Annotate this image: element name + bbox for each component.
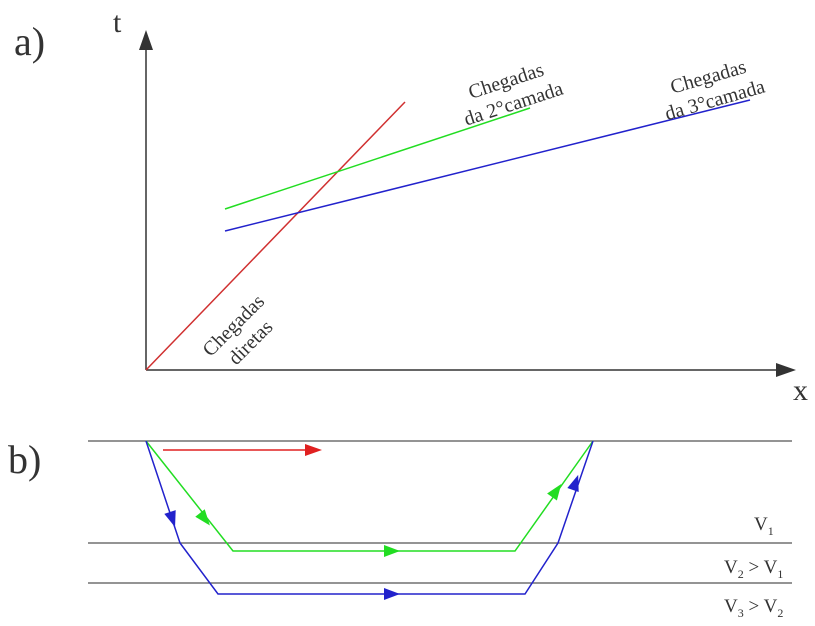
layer2-arrivals-line [224, 107, 531, 210]
layer3-horizontal-arrowhead [384, 588, 400, 600]
direct-wave-arrowhead [305, 444, 322, 456]
layer2-arrivals-label: Chegadas da 2°camada [461, 59, 566, 131]
layer3-arrivals-label: Chegadas da 3°camada [662, 56, 767, 125]
layer3-up-arrowhead [567, 474, 579, 492]
x-axis-arrowhead [776, 363, 796, 377]
t-axis-arrowhead [139, 30, 153, 50]
layer2-horizontal-arrowhead [384, 545, 400, 557]
layer-v2-label: V2 > V1 [724, 557, 783, 581]
layer-v3-label: V3 > V2 [724, 596, 783, 620]
layer2-up-arrowhead [547, 483, 562, 501]
layer2-down-arrowhead [195, 509, 210, 526]
layer2-ray-path [145, 440, 594, 552]
x-axis-label: x [793, 374, 808, 407]
direct-arrivals-line [145, 101, 406, 371]
t-axis-label: t [113, 6, 122, 39]
panel-a-label: a) [14, 19, 45, 64]
layer3-down-arrowhead [164, 510, 176, 528]
layer3-arrivals-line [224, 99, 751, 232]
layer-v1-label: V1 [754, 514, 774, 538]
direct-arrivals-label: Chegadas diretas [198, 290, 277, 369]
layer3-ray-path [145, 440, 594, 595]
panel-b-label: b) [8, 437, 41, 482]
